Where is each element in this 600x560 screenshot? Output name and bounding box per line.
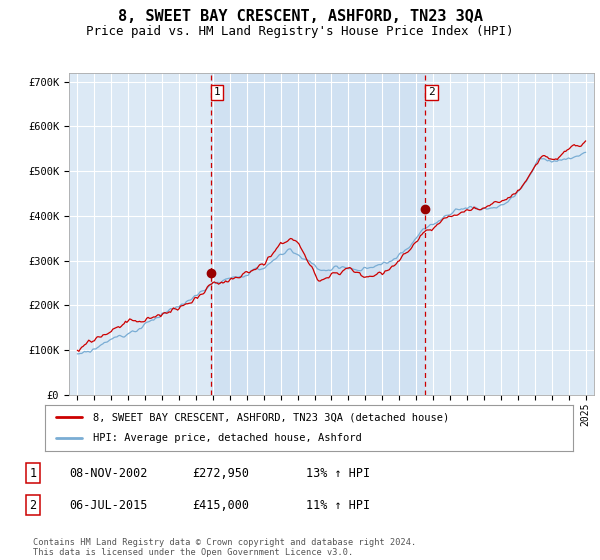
Text: 08-NOV-2002: 08-NOV-2002 [69,466,148,480]
Text: £272,950: £272,950 [192,466,249,480]
Text: 2: 2 [428,87,435,97]
Text: 8, SWEET BAY CRESCENT, ASHFORD, TN23 3QA: 8, SWEET BAY CRESCENT, ASHFORD, TN23 3QA [118,9,482,24]
Text: 1: 1 [214,87,221,97]
Text: 2: 2 [29,498,37,512]
Text: £415,000: £415,000 [192,498,249,512]
Text: 1: 1 [29,466,37,480]
Text: 13% ↑ HPI: 13% ↑ HPI [306,466,370,480]
Text: Price paid vs. HM Land Registry's House Price Index (HPI): Price paid vs. HM Land Registry's House … [86,25,514,38]
Text: HPI: Average price, detached house, Ashford: HPI: Average price, detached house, Ashf… [92,433,361,444]
Text: Contains HM Land Registry data © Crown copyright and database right 2024.
This d: Contains HM Land Registry data © Crown c… [33,538,416,557]
Text: 11% ↑ HPI: 11% ↑ HPI [306,498,370,512]
Bar [211,73,425,395]
Text: 8, SWEET BAY CRESCENT, ASHFORD, TN23 3QA (detached house): 8, SWEET BAY CRESCENT, ASHFORD, TN23 3QA… [92,412,449,422]
Text: 06-JUL-2015: 06-JUL-2015 [69,498,148,512]
